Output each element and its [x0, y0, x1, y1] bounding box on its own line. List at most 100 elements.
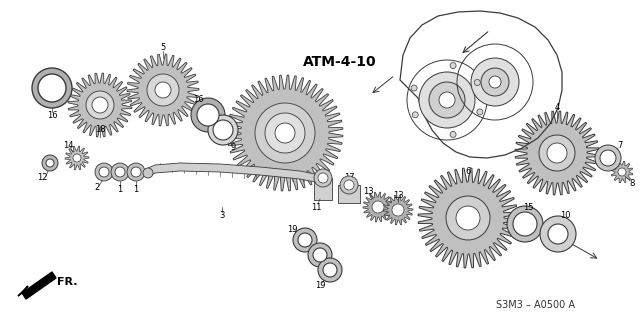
- Circle shape: [439, 92, 455, 108]
- Circle shape: [313, 248, 327, 262]
- Polygon shape: [363, 192, 393, 222]
- Polygon shape: [22, 272, 56, 299]
- Circle shape: [115, 167, 125, 177]
- Circle shape: [42, 155, 58, 171]
- Text: ATM-4-10: ATM-4-10: [303, 55, 377, 69]
- Text: 10: 10: [560, 211, 570, 219]
- Text: 16: 16: [193, 95, 204, 105]
- Circle shape: [411, 85, 417, 91]
- Circle shape: [450, 131, 456, 137]
- Text: 3: 3: [220, 211, 225, 219]
- Polygon shape: [18, 286, 28, 296]
- Bar: [338, 185, 360, 203]
- Circle shape: [127, 163, 145, 181]
- Circle shape: [474, 79, 480, 85]
- Circle shape: [412, 112, 419, 118]
- Polygon shape: [418, 168, 518, 268]
- Circle shape: [46, 159, 54, 167]
- Circle shape: [456, 206, 480, 230]
- Circle shape: [553, 229, 563, 239]
- Text: 18: 18: [95, 125, 106, 135]
- Circle shape: [392, 204, 404, 216]
- Circle shape: [92, 97, 108, 113]
- Text: 5: 5: [161, 43, 166, 53]
- Circle shape: [318, 258, 342, 282]
- Text: 19: 19: [315, 280, 325, 290]
- Text: 16: 16: [47, 110, 58, 120]
- Circle shape: [481, 68, 509, 96]
- Circle shape: [595, 145, 621, 171]
- Polygon shape: [515, 111, 599, 195]
- Text: 6: 6: [465, 167, 470, 176]
- Polygon shape: [611, 161, 633, 183]
- Circle shape: [191, 98, 225, 132]
- Circle shape: [314, 169, 332, 187]
- Text: 19: 19: [287, 226, 297, 234]
- Text: 12: 12: [36, 174, 47, 182]
- Circle shape: [308, 243, 332, 267]
- Circle shape: [540, 216, 576, 252]
- Circle shape: [111, 163, 129, 181]
- Circle shape: [600, 150, 616, 166]
- Circle shape: [318, 173, 328, 183]
- Circle shape: [429, 82, 465, 118]
- Bar: [314, 178, 332, 200]
- Text: 17: 17: [344, 174, 355, 182]
- Circle shape: [32, 68, 72, 108]
- Circle shape: [255, 103, 315, 163]
- Circle shape: [73, 154, 81, 162]
- Circle shape: [513, 212, 537, 236]
- Circle shape: [450, 63, 456, 69]
- Text: 9: 9: [230, 143, 236, 152]
- Text: 11: 11: [311, 203, 321, 211]
- Circle shape: [419, 72, 475, 128]
- Text: 13: 13: [363, 188, 373, 197]
- Circle shape: [323, 263, 337, 277]
- Circle shape: [471, 58, 519, 106]
- Circle shape: [99, 167, 109, 177]
- Circle shape: [547, 143, 567, 163]
- Circle shape: [507, 206, 543, 242]
- Text: 1: 1: [133, 186, 139, 195]
- Circle shape: [197, 104, 219, 126]
- Circle shape: [155, 82, 171, 98]
- Polygon shape: [68, 73, 132, 137]
- Polygon shape: [65, 146, 89, 170]
- Circle shape: [38, 74, 66, 102]
- Text: 7: 7: [618, 140, 623, 150]
- Circle shape: [265, 113, 305, 153]
- Circle shape: [143, 168, 153, 178]
- Circle shape: [344, 180, 354, 190]
- Polygon shape: [383, 195, 413, 225]
- Circle shape: [293, 228, 317, 252]
- Circle shape: [477, 109, 483, 115]
- Text: FR.: FR.: [57, 277, 77, 287]
- Text: 4: 4: [554, 103, 559, 113]
- Circle shape: [340, 176, 358, 194]
- Circle shape: [548, 224, 568, 244]
- Circle shape: [86, 91, 114, 119]
- Polygon shape: [227, 75, 343, 191]
- Circle shape: [618, 168, 626, 176]
- Circle shape: [147, 74, 179, 106]
- Circle shape: [489, 76, 501, 88]
- Circle shape: [213, 120, 233, 140]
- Text: 15: 15: [523, 203, 533, 211]
- Text: 14: 14: [63, 140, 73, 150]
- Circle shape: [95, 163, 113, 181]
- Text: 8: 8: [629, 179, 635, 188]
- Circle shape: [275, 123, 295, 143]
- Circle shape: [208, 115, 238, 145]
- Circle shape: [446, 196, 490, 240]
- Circle shape: [372, 201, 384, 213]
- Text: S3M3 – A0500 A: S3M3 – A0500 A: [495, 300, 575, 310]
- Polygon shape: [148, 163, 320, 183]
- Circle shape: [298, 233, 312, 247]
- Text: 2: 2: [94, 183, 100, 192]
- Circle shape: [539, 135, 575, 171]
- Circle shape: [131, 167, 141, 177]
- Text: 1: 1: [117, 186, 123, 195]
- Polygon shape: [127, 54, 199, 126]
- Text: 19: 19: [324, 265, 335, 275]
- Text: 13: 13: [393, 190, 403, 199]
